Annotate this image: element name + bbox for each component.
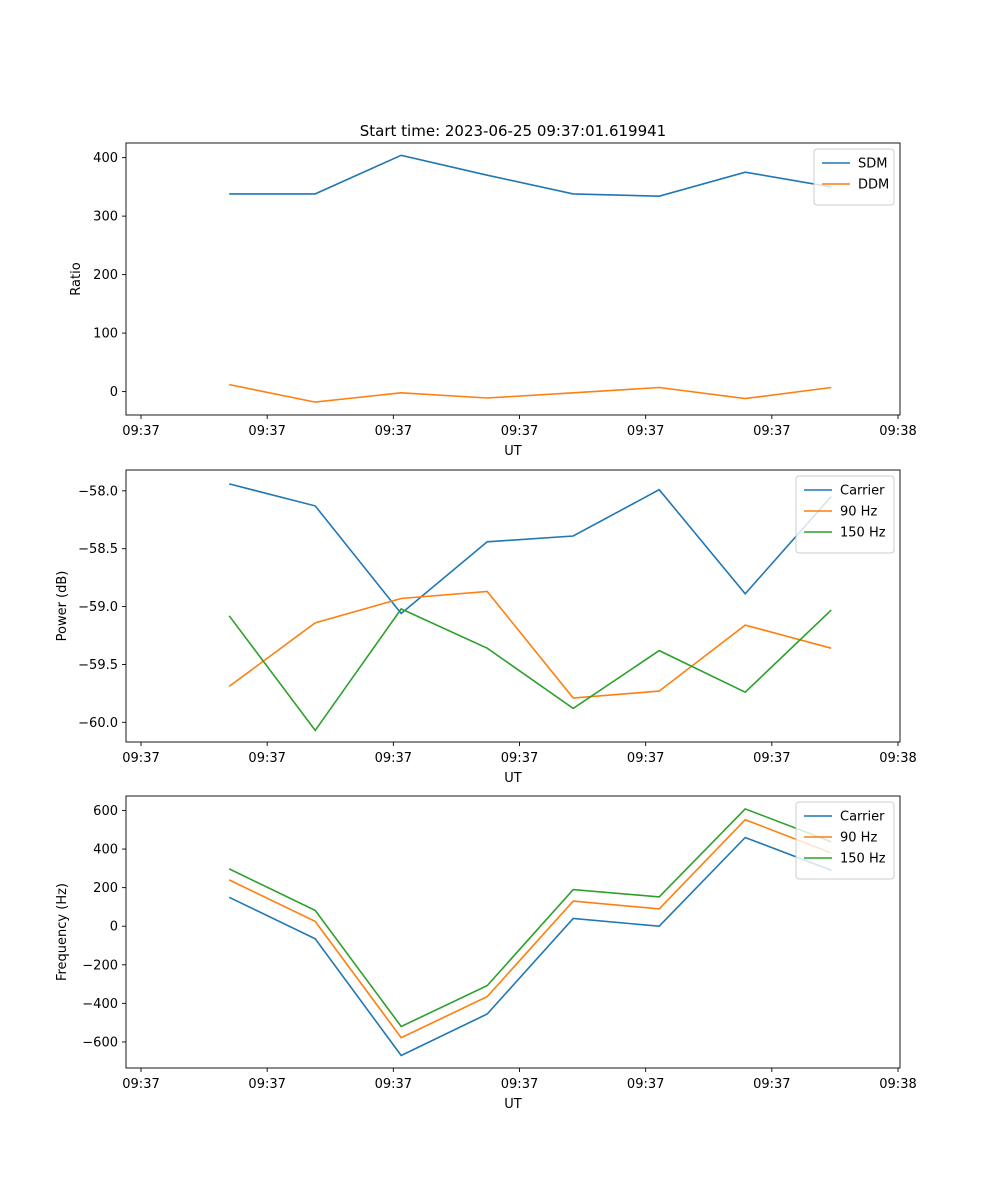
x-tick-label: 09:37 [122, 424, 159, 439]
x-tick-label: 09:37 [248, 751, 285, 766]
y-tick-label: 0 [110, 920, 118, 935]
plot-frame [125, 142, 901, 416]
x-axis-label: UT [504, 1097, 522, 1112]
panel-2: −60.0 −59.5 −59.0 −58.5 −58.0 09:37 09:37 09:37… [55, 469, 917, 786]
y-tick-label: 400 [93, 151, 118, 166]
y-axis-label: Power (dB) [55, 571, 70, 642]
panel-1: 0 100 200 300 400 09:37 09:37 09:37 09:37 09:37 09… [69, 142, 917, 459]
x-tick-label: 09:37 [248, 1077, 285, 1092]
legend-label: Carrier [840, 484, 885, 499]
y-tick-label: −200 [82, 958, 118, 973]
y-tick-label: −60.0 [78, 716, 118, 731]
y-tick-label: −600 [82, 1035, 118, 1050]
x-tick-label: 09:37 [627, 751, 664, 766]
x-tick-label: 09:37 [248, 424, 285, 439]
series-line-150-hz [228, 607, 832, 732]
y-axis-label: Frequency (Hz) [55, 883, 70, 981]
figure-title: Start time: 2023-06-25 09:37:01.619941 [360, 122, 666, 140]
legend-box [795, 475, 895, 554]
legend: Carrier 90 Hz 150 Hz [795, 475, 895, 554]
y-axis-label: Ratio [69, 262, 84, 295]
y-tick-label: −58.5 [78, 542, 118, 557]
x-tick-label: 09:37 [627, 1077, 664, 1092]
legend-label: 90 Hz [840, 505, 877, 520]
y-tick-label: −58.0 [78, 484, 118, 499]
series-line-carrier [228, 836, 832, 1057]
y-tick-label: 0 [110, 385, 118, 400]
x-tick-label: 09:37 [375, 1077, 412, 1092]
legend-label: 90 Hz [840, 831, 877, 846]
x-tick-label: 09:38 [879, 751, 916, 766]
y-tick-label: −400 [82, 997, 118, 1012]
y-tick-label: −59.0 [78, 600, 118, 615]
x-tick-label: 09:37 [375, 751, 412, 766]
legend: SDM DDM [813, 148, 895, 206]
y-tick-label: 100 [93, 327, 118, 342]
x-tick-label: 09:37 [122, 751, 159, 766]
y-tick-label: −59.5 [78, 658, 118, 673]
x-tick-label: 09:37 [122, 1077, 159, 1092]
series-line-ddm [229, 383, 832, 403]
legend-box [795, 801, 895, 880]
plot-frame [125, 469, 901, 743]
x-axis-label: UT [504, 771, 522, 786]
legend-label: 150 Hz [840, 852, 886, 867]
series-line-carrier [229, 483, 832, 615]
y-tick-label: 600 [93, 804, 118, 819]
series-line-150-hz [228, 807, 832, 1028]
x-tick-label: 09:37 [753, 751, 790, 766]
legend-label: Carrier [840, 810, 885, 825]
y-tick-label: 400 [93, 843, 118, 858]
x-tick-label: 09:37 [501, 424, 538, 439]
series-line-sdm [229, 154, 832, 198]
series-line-90-hz [228, 818, 832, 1039]
legend-label: SDM [858, 157, 887, 172]
x-tick-label: 09:38 [879, 1077, 916, 1092]
y-tick-label: 200 [93, 881, 118, 896]
y-tick-label: 200 [93, 268, 118, 283]
x-tick-label: 09:37 [501, 751, 538, 766]
x-tick-label: 09:37 [501, 1077, 538, 1092]
x-tick-label: 09:37 [627, 424, 664, 439]
plot-frame [125, 795, 901, 1069]
x-tick-label: 09:37 [753, 424, 790, 439]
x-tick-label: 09:37 [375, 424, 412, 439]
legend: Carrier 90 Hz 150 Hz [795, 801, 895, 880]
x-axis-label: UT [504, 444, 522, 459]
legend-label: DDM [858, 178, 889, 193]
x-tick-label: 09:38 [879, 424, 916, 439]
y-tick-label: 300 [93, 210, 118, 225]
series-line-90-hz [228, 590, 832, 699]
x-tick-label: 09:37 [753, 1077, 790, 1092]
panel-3: −600 −400 −200 0 200 400 600 09:37 09:37 09:37 09:… [55, 795, 917, 1112]
legend-label: 150 Hz [840, 526, 886, 541]
